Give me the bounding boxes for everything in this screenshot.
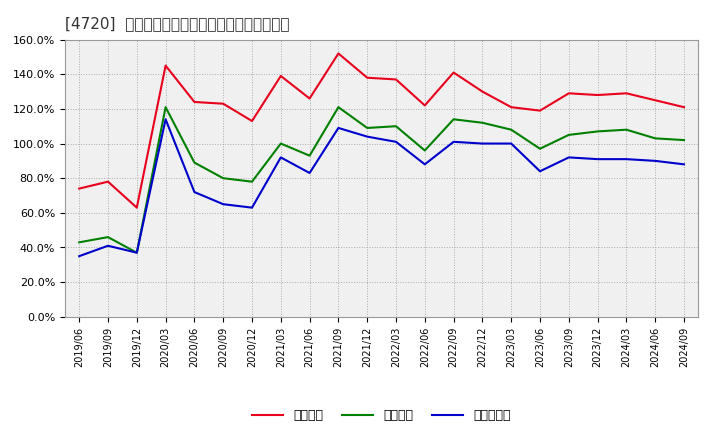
現預金比率 xyxy=(104,243,112,249)
当座比率 xyxy=(507,127,516,132)
当座比率 xyxy=(536,146,544,151)
当座比率 xyxy=(305,153,314,158)
当座比率 xyxy=(449,117,458,122)
流動比率 xyxy=(334,51,343,56)
現預金比率 xyxy=(132,250,141,255)
当座比率 xyxy=(75,240,84,245)
当座比率 xyxy=(564,132,573,138)
流動比率 xyxy=(276,73,285,79)
当座比率 xyxy=(651,136,660,141)
現預金比率 xyxy=(593,157,602,162)
現預金比率 xyxy=(392,139,400,144)
Text: [4720]  流動比率、当座比率、現預金比率の推移: [4720] 流動比率、当座比率、現預金比率の推移 xyxy=(65,16,289,32)
当座比率 xyxy=(622,127,631,132)
現預金比率 xyxy=(305,170,314,176)
流動比率 xyxy=(161,63,170,68)
当座比率 xyxy=(276,141,285,146)
現預金比率 xyxy=(622,157,631,162)
現預金比率 xyxy=(564,155,573,160)
流動比率 xyxy=(132,205,141,210)
流動比率 xyxy=(478,89,487,94)
流動比率 xyxy=(305,96,314,101)
現預金比率 xyxy=(334,125,343,131)
当座比率 xyxy=(420,148,429,153)
Line: 現預金比率: 現預金比率 xyxy=(79,119,684,256)
現預金比率 xyxy=(651,158,660,164)
現預金比率 xyxy=(190,189,199,194)
流動比率 xyxy=(507,105,516,110)
流動比率 xyxy=(593,92,602,98)
当座比率 xyxy=(334,105,343,110)
当座比率 xyxy=(680,137,688,143)
流動比率 xyxy=(104,179,112,184)
現預金比率 xyxy=(276,155,285,160)
現預金比率 xyxy=(420,161,429,167)
当座比率 xyxy=(392,124,400,129)
流動比率 xyxy=(536,108,544,113)
流動比率 xyxy=(248,118,256,124)
現預金比率 xyxy=(219,202,228,207)
流動比率 xyxy=(622,91,631,96)
流動比率 xyxy=(392,77,400,82)
当座比率 xyxy=(190,160,199,165)
当座比率 xyxy=(593,129,602,134)
現預金比率 xyxy=(161,117,170,122)
流動比率 xyxy=(651,98,660,103)
流動比率 xyxy=(75,186,84,191)
流動比率 xyxy=(680,105,688,110)
流動比率 xyxy=(363,75,372,81)
当座比率 xyxy=(248,179,256,184)
当座比率 xyxy=(104,235,112,240)
流動比率 xyxy=(420,103,429,108)
流動比率 xyxy=(564,91,573,96)
当座比率 xyxy=(161,105,170,110)
Line: 当座比率: 当座比率 xyxy=(79,107,684,253)
現預金比率 xyxy=(478,141,487,146)
Line: 流動比率: 流動比率 xyxy=(79,53,684,208)
現預金比率 xyxy=(75,253,84,259)
当座比率 xyxy=(219,176,228,181)
流動比率 xyxy=(449,70,458,75)
現預金比率 xyxy=(449,139,458,144)
当座比率 xyxy=(363,125,372,131)
当座比率 xyxy=(478,120,487,125)
現預金比率 xyxy=(507,141,516,146)
流動比率 xyxy=(219,101,228,106)
現預金比率 xyxy=(363,134,372,139)
現預金比率 xyxy=(248,205,256,210)
当座比率 xyxy=(132,250,141,255)
現預金比率 xyxy=(680,161,688,167)
現預金比率 xyxy=(536,169,544,174)
Legend: 流動比率, 当座比率, 現預金比率: 流動比率, 当座比率, 現預金比率 xyxy=(247,404,516,427)
流動比率 xyxy=(190,99,199,105)
